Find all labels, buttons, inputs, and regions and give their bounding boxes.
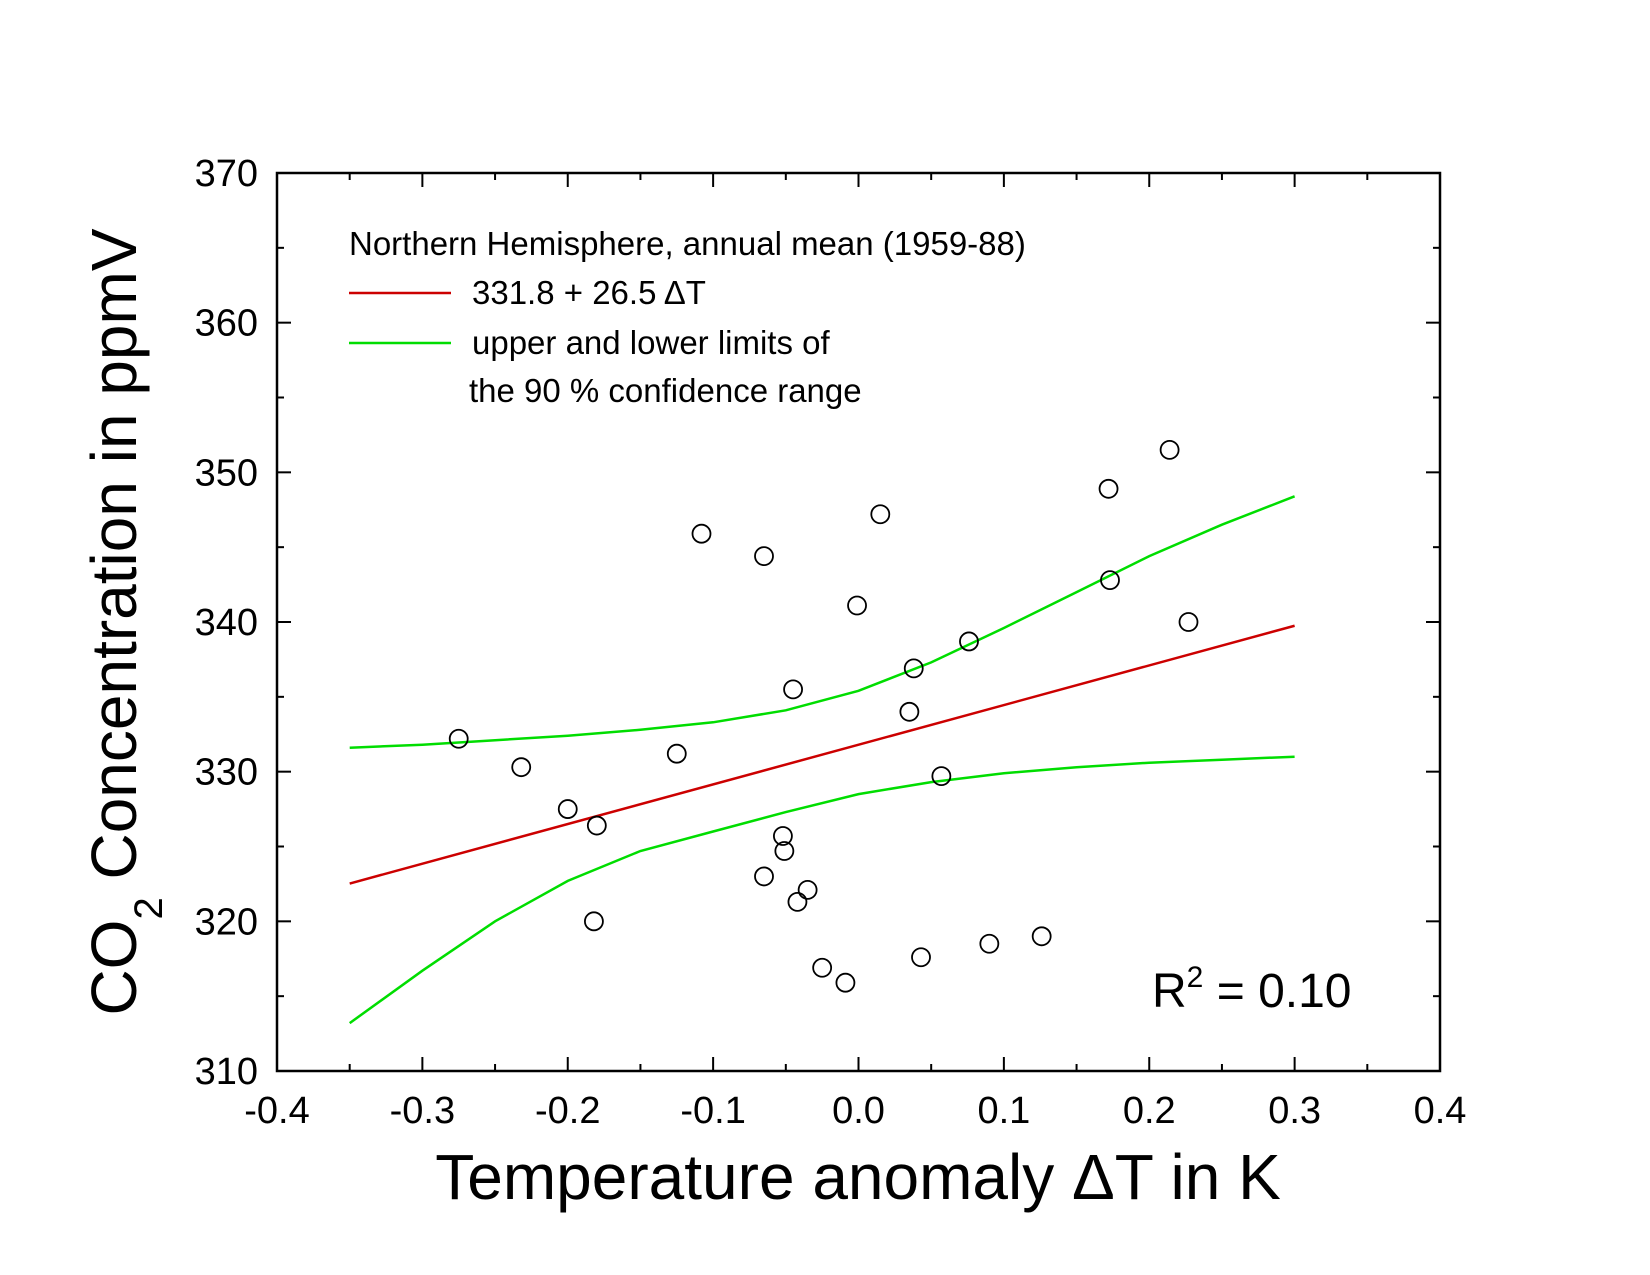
data-point	[448, 728, 469, 749]
data-point	[1100, 570, 1120, 590]
legend-confidence-label-line2: the 90 % confidence range	[469, 372, 862, 409]
data-point	[754, 866, 774, 887]
legend: Northern Hemisphere, annual mean (1959-8…	[349, 225, 1026, 409]
x-tick-label: 0.1	[977, 1090, 1030, 1132]
legend-confidence-label-line1: upper and lower limits of	[472, 324, 830, 361]
x-axis-title: Temperature anomaly ΔT in K	[435, 1141, 1281, 1213]
data-point	[586, 815, 607, 836]
y-axis-title-prefix: CO	[78, 920, 150, 1016]
y-tick-label: 330	[195, 752, 258, 794]
data-point	[773, 826, 793, 846]
legend-fit-label: 331.8 + 26.5 ΔT	[472, 274, 706, 311]
data-point	[511, 757, 532, 778]
data-point	[1031, 926, 1052, 947]
data-point	[557, 799, 578, 819]
legend-header: Northern Hemisphere, annual mean (1959-8…	[349, 225, 1026, 262]
x-axis-title-suffix: in K	[1153, 1141, 1281, 1213]
x-tick-label: -0.3	[390, 1090, 455, 1132]
data-point	[797, 880, 818, 900]
data-point	[666, 743, 687, 764]
x-axis-title-symbol: ΔT	[1072, 1141, 1153, 1213]
y-tick-label: 370	[195, 153, 258, 195]
data-point	[1178, 612, 1199, 632]
data-point	[812, 957, 833, 978]
confidence-upper-line	[349, 495, 1296, 749]
x-tick-label: 0.0	[832, 1090, 885, 1132]
x-tick-labels: -0.4 -0.3 -0.2 -0.1 0.0 0.1 0.2 0.3 0.4	[244, 1090, 1466, 1132]
data-point	[787, 891, 808, 912]
data-point	[979, 933, 1000, 954]
y-tick-label: 310	[195, 1051, 258, 1093]
data-point	[959, 631, 979, 652]
axis-ticks	[276, 172, 1441, 1072]
x-tick-label: 0.2	[1123, 1090, 1176, 1132]
data-point	[691, 523, 712, 544]
data-point	[847, 595, 867, 616]
data-point	[584, 911, 604, 932]
x-tick-label: -0.4	[244, 1090, 309, 1132]
data-point	[774, 841, 795, 861]
data-point	[835, 972, 856, 993]
data-point	[903, 658, 924, 679]
regression-fit-line	[349, 624, 1295, 885]
x-axis-title-prefix: Temperature anomaly	[435, 1141, 1072, 1213]
y-axis-title: CO2 Concentration in ppmV	[78, 228, 171, 1015]
y-tick-labels: 310 320 330 340 350 360 370	[195, 153, 258, 1093]
data-point	[1098, 478, 1119, 499]
r-squared-superscript: 2	[1187, 961, 1204, 994]
data-point	[783, 679, 803, 700]
data-point	[1159, 439, 1180, 460]
confidence-lower-line	[348, 755, 1295, 1025]
y-axis-title-suffix: Concentration in ppmV	[78, 228, 150, 897]
data-point	[911, 947, 931, 968]
data-point	[754, 546, 774, 567]
r-squared-annotation: R2 = 0.10	[1152, 961, 1351, 1018]
y-tick-label: 320	[195, 901, 258, 943]
x-tick-label: 0.4	[1414, 1090, 1467, 1132]
r-squared-value: = 0.10	[1203, 965, 1351, 1018]
y-tick-label: 350	[195, 452, 258, 494]
x-tick-label: -0.2	[535, 1090, 600, 1132]
y-axis-title-subscript: 2	[127, 897, 171, 919]
plot-frame	[275, 171, 1442, 1073]
x-tick-label: -0.1	[680, 1090, 745, 1132]
data-points	[448, 439, 1199, 993]
x-tick-label: 0.3	[1268, 1090, 1321, 1132]
r-squared-base: R	[1152, 965, 1187, 1018]
y-tick-label: 360	[195, 303, 258, 345]
y-tick-label: 340	[195, 602, 258, 644]
data-point	[899, 701, 920, 722]
data-point	[870, 504, 891, 525]
data-point	[931, 766, 952, 787]
